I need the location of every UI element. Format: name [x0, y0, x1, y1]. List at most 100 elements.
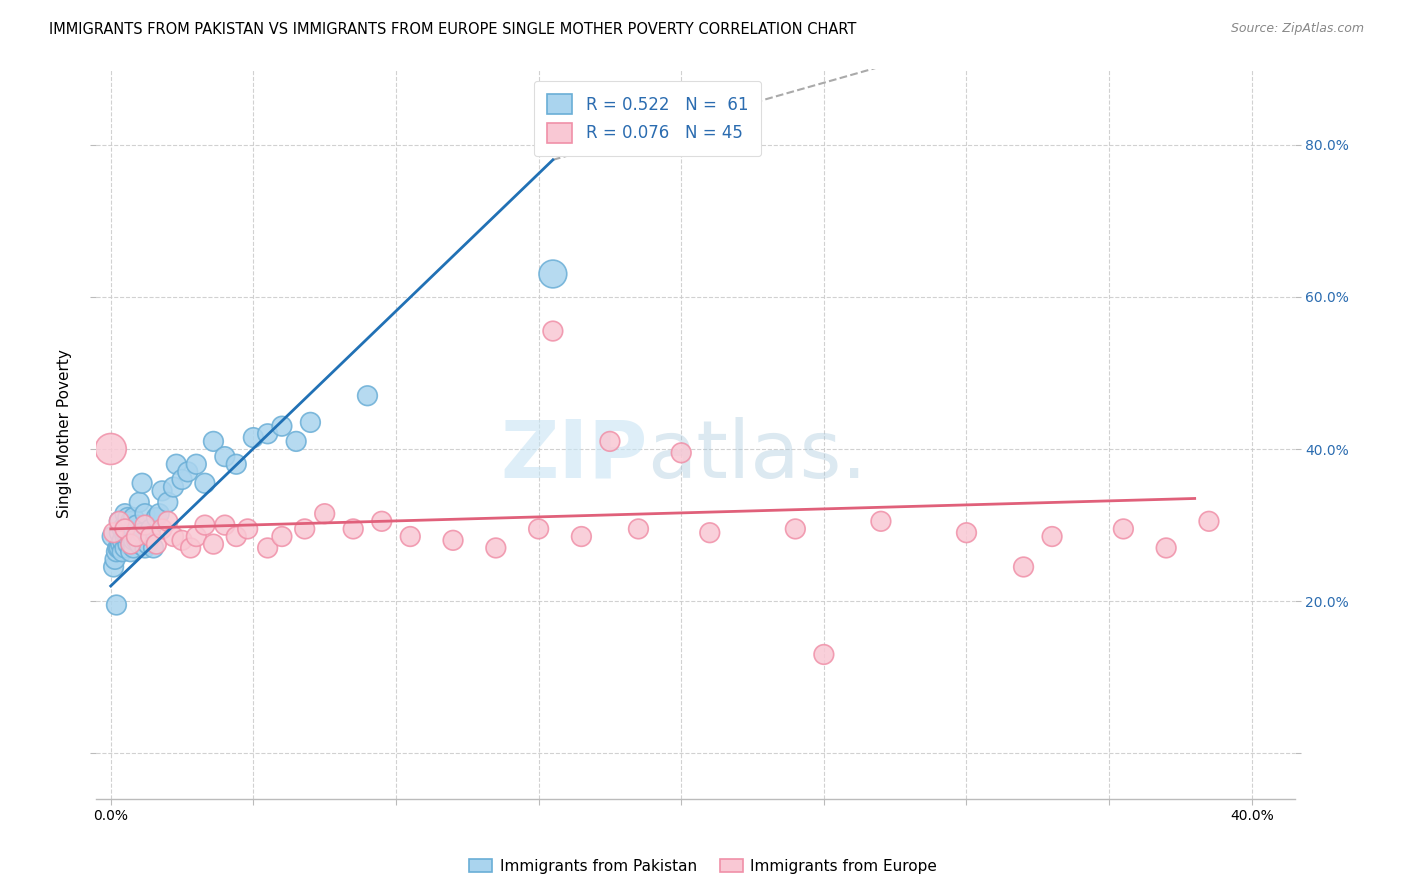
- Point: [294, 522, 316, 536]
- Point: [136, 537, 159, 551]
- Text: IMMIGRANTS FROM PAKISTAN VS IMMIGRANTS FROM EUROPE SINGLE MOTHER POVERTY CORRELA: IMMIGRANTS FROM PAKISTAN VS IMMIGRANTS F…: [49, 22, 856, 37]
- Point: [117, 537, 139, 551]
- Point: [104, 552, 127, 566]
- Point: [145, 510, 167, 524]
- Point: [162, 529, 184, 543]
- Point: [120, 514, 142, 528]
- Point: [599, 434, 621, 449]
- Point: [114, 518, 136, 533]
- Point: [785, 522, 807, 536]
- Point: [114, 541, 136, 555]
- Point: [270, 419, 292, 434]
- Point: [122, 533, 145, 548]
- Point: [117, 525, 139, 540]
- Point: [134, 518, 156, 533]
- Text: Source: ZipAtlas.com: Source: ZipAtlas.com: [1230, 22, 1364, 36]
- Point: [162, 480, 184, 494]
- Point: [122, 510, 145, 524]
- Text: atlas.: atlas.: [648, 417, 868, 495]
- Point: [225, 457, 247, 471]
- Point: [139, 522, 162, 536]
- Point: [105, 545, 128, 559]
- Point: [202, 537, 225, 551]
- Point: [156, 495, 179, 509]
- Point: [485, 541, 508, 555]
- Point: [111, 545, 134, 559]
- Point: [214, 450, 236, 464]
- Point: [1040, 529, 1063, 543]
- Point: [125, 533, 148, 548]
- Point: [541, 324, 564, 338]
- Point: [170, 533, 193, 548]
- Point: [270, 529, 292, 543]
- Point: [110, 537, 132, 551]
- Point: [170, 473, 193, 487]
- Point: [103, 560, 125, 574]
- Point: [955, 525, 977, 540]
- Point: [1154, 541, 1177, 555]
- Point: [105, 598, 128, 612]
- Point: [117, 510, 139, 524]
- Point: [371, 514, 394, 528]
- Point: [256, 426, 278, 441]
- Point: [870, 514, 893, 528]
- Point: [114, 507, 136, 521]
- Point: [120, 537, 142, 551]
- Point: [314, 507, 336, 521]
- Point: [114, 529, 136, 543]
- Point: [1112, 522, 1135, 536]
- Point: [117, 518, 139, 533]
- Point: [150, 483, 173, 498]
- Point: [156, 514, 179, 528]
- Point: [139, 529, 162, 543]
- Point: [125, 529, 148, 543]
- Point: [142, 541, 165, 555]
- Point: [342, 522, 364, 536]
- Point: [813, 648, 835, 662]
- Point: [236, 522, 259, 536]
- Point: [120, 529, 142, 543]
- Legend: Immigrants from Pakistan, Immigrants from Europe: Immigrants from Pakistan, Immigrants fro…: [463, 853, 943, 880]
- Point: [114, 525, 136, 540]
- Point: [150, 522, 173, 536]
- Point: [356, 389, 378, 403]
- Point: [122, 541, 145, 555]
- Point: [117, 529, 139, 543]
- Point: [131, 525, 153, 540]
- Point: [177, 465, 200, 479]
- Point: [214, 518, 236, 533]
- Point: [120, 545, 142, 559]
- Y-axis label: Single Mother Poverty: Single Mother Poverty: [58, 350, 72, 518]
- Point: [145, 537, 167, 551]
- Point: [148, 507, 170, 521]
- Point: [225, 529, 247, 543]
- Point: [108, 514, 131, 528]
- Point: [194, 476, 217, 491]
- Point: [299, 416, 322, 430]
- Point: [571, 529, 593, 543]
- Legend: R = 0.522   N =  61, R = 0.076   N = 45: R = 0.522 N = 61, R = 0.076 N = 45: [534, 80, 761, 156]
- Point: [114, 522, 136, 536]
- Point: [134, 541, 156, 555]
- Point: [107, 541, 129, 555]
- Point: [256, 541, 278, 555]
- Point: [103, 525, 125, 540]
- Point: [101, 529, 124, 543]
- Point: [541, 267, 564, 281]
- Point: [671, 446, 693, 460]
- Point: [108, 525, 131, 540]
- Point: [202, 434, 225, 449]
- Point: [441, 533, 464, 548]
- Point: [134, 507, 156, 521]
- Point: [285, 434, 308, 449]
- Point: [699, 525, 721, 540]
- Point: [194, 518, 217, 533]
- Point: [527, 522, 550, 536]
- Point: [108, 514, 131, 528]
- Point: [186, 529, 208, 543]
- Point: [627, 522, 650, 536]
- Point: [128, 537, 150, 551]
- Point: [242, 431, 264, 445]
- Point: [100, 442, 122, 456]
- Point: [165, 457, 187, 471]
